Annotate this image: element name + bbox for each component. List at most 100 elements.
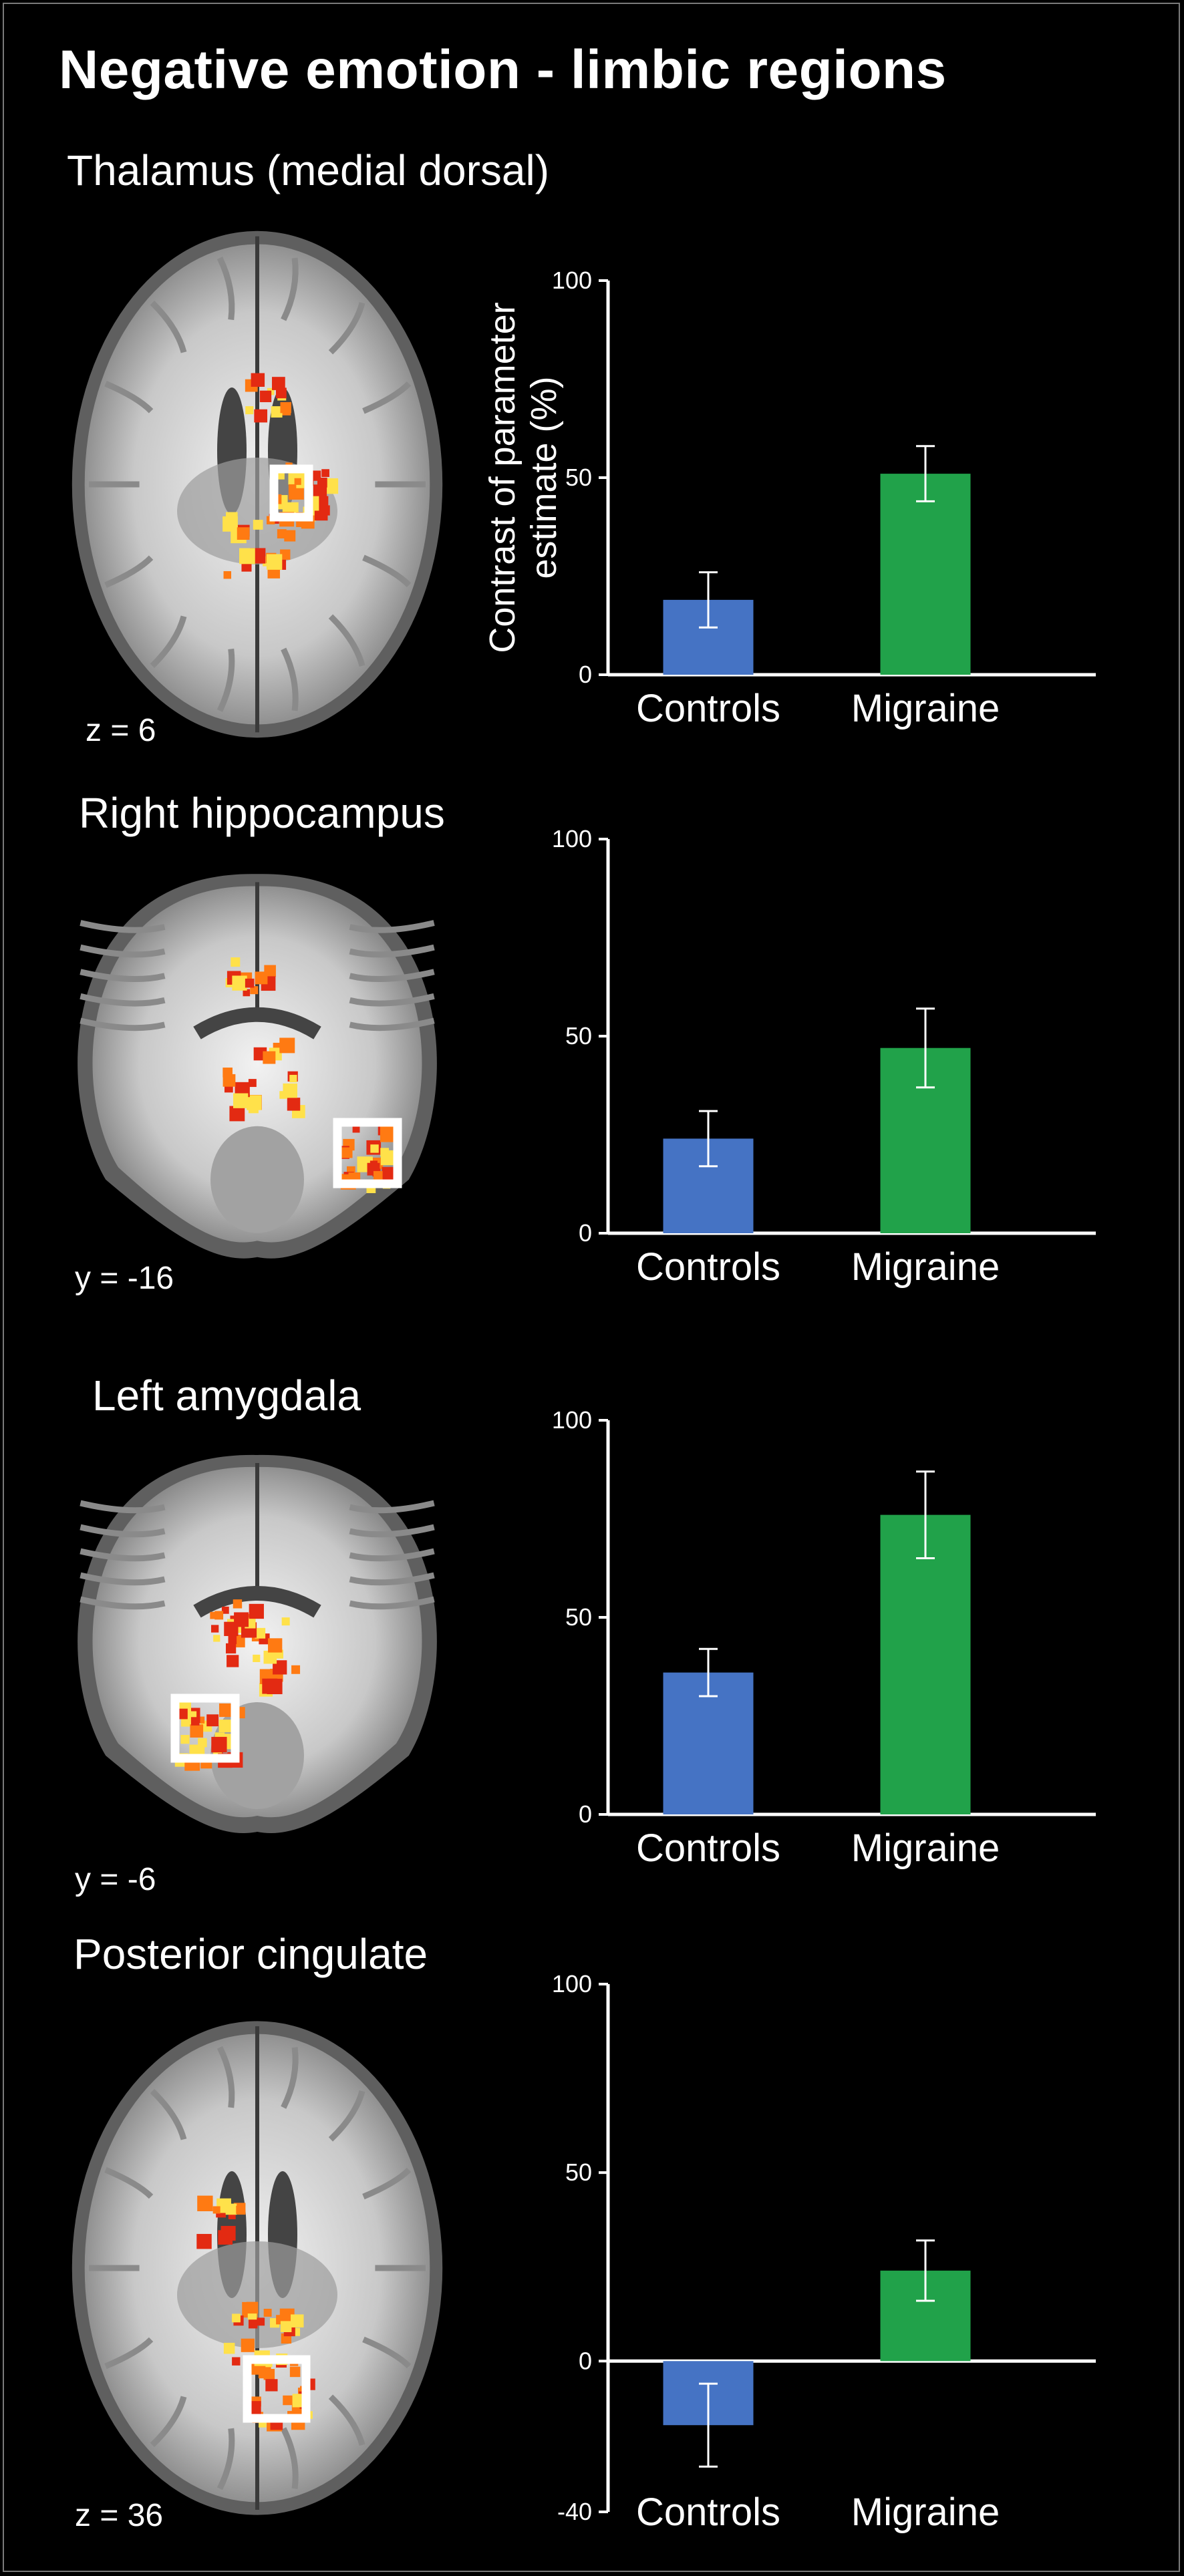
activation-voxel	[210, 1625, 219, 1633]
activation-voxel	[180, 1735, 190, 1744]
activation-voxel	[277, 529, 287, 538]
activation-voxel	[197, 1716, 205, 1724]
sulcus	[349, 1548, 435, 1562]
activation-voxel	[283, 2395, 293, 2406]
x-category-label: Controls	[636, 1826, 780, 1870]
y-tick-label: 50	[565, 1603, 592, 1631]
activation-voxel	[268, 1638, 283, 1653]
activation-voxel	[220, 2225, 236, 2241]
sulcus	[80, 1596, 166, 1610]
bar-chart-right-hippocampus: 0 50 100 Controls Migraine	[552, 825, 1096, 1289]
activation-voxel	[236, 2205, 245, 2214]
activation-voxel	[253, 1654, 261, 1662]
region-highlight-box	[333, 1118, 402, 1188]
sulcus	[216, 2428, 235, 2490]
activation-voxel	[232, 975, 247, 991]
brain-slice-posterior-cingulate	[71, 2021, 443, 2515]
bar-chart-thalamus: 0 50 100 Controls Migraine Contrast of parame…	[482, 267, 1096, 730]
region-highlight-box	[170, 1694, 240, 1763]
y-tick-label: -40	[557, 2498, 592, 2525]
activation-voxel	[275, 387, 287, 399]
sulcus	[349, 944, 435, 958]
activation-voxel	[250, 986, 259, 995]
y-tick-label: 50	[565, 2158, 592, 2186]
sulcus	[216, 648, 235, 712]
sulcus	[80, 1500, 166, 1514]
region-title-left-amygdala: Left amygdala	[92, 1372, 361, 1420]
sulcus	[328, 614, 365, 667]
sulcus	[150, 615, 187, 668]
sulcus	[216, 257, 235, 321]
activation-voxel	[291, 2314, 304, 2327]
sulcus	[328, 302, 365, 355]
activation-voxel	[249, 1603, 264, 1619]
sulcus	[281, 2427, 299, 2489]
activation-voxel	[245, 406, 254, 415]
activation-voxel	[254, 409, 268, 423]
activation-voxel	[258, 2366, 271, 2379]
activation-voxel	[228, 2212, 236, 2220]
y-tick-label: 100	[552, 267, 592, 294]
activation-voxel	[206, 1714, 219, 1727]
brain-slice-thalamus	[71, 230, 443, 738]
activation-voxel	[211, 1736, 227, 1753]
activation-voxel	[271, 377, 285, 390]
x-category-label: Controls	[636, 2490, 780, 2534]
y-tick-label: 50	[565, 464, 592, 491]
sulcus	[104, 2166, 154, 2199]
sulcus	[362, 554, 412, 588]
activation-voxel	[255, 1627, 266, 1639]
sulcus	[281, 647, 299, 711]
deep-grey-matter	[177, 2241, 337, 2348]
activation-voxel	[266, 554, 283, 570]
activation-voxel	[352, 1125, 360, 1133]
sulcus	[80, 1524, 166, 1538]
activation-voxel	[287, 1098, 301, 1111]
slice-coordinate-thalamus: z = 6	[86, 713, 156, 748]
activation-voxel	[257, 2317, 265, 2326]
sulcus	[150, 2396, 187, 2448]
region-highlight-box	[269, 464, 313, 522]
activation-voxel	[246, 2301, 259, 2314]
lateral-ventricles	[193, 1007, 321, 1039]
activation-voxel	[218, 1703, 233, 1718]
slice-coordinate-left-amygdala: y = -6	[75, 1862, 156, 1897]
bar-chart-left-amygdala: 0 50 100 Controls Migraine	[552, 1406, 1096, 1870]
sulcus	[80, 1572, 166, 1586]
sulcus	[349, 1596, 435, 1610]
slice-coordinate-posterior-cingulate: z = 36	[75, 2498, 164, 2533]
activation-voxel	[273, 1042, 281, 1050]
x-category-label: Migraine	[851, 2490, 1000, 2534]
sulcus	[104, 2337, 154, 2370]
y-tick-label: 100	[552, 1406, 592, 1434]
y-tick-label: 100	[552, 825, 592, 852]
brainstem	[210, 1126, 304, 1233]
bar-chart-posterior-cingulate: -40 0 50 100 Controls Migraine	[552, 1970, 1096, 2534]
activation-voxel	[313, 484, 327, 498]
activation-voxel	[231, 957, 241, 967]
brain-slice-right-hippocampus	[78, 874, 437, 1259]
activation-voxel	[247, 1095, 262, 1110]
y-tick-label: 0	[579, 1800, 592, 1828]
activation-voxel	[233, 1599, 243, 1609]
sulcus	[80, 969, 166, 982]
sulcus	[349, 993, 435, 1007]
sulcus	[80, 944, 166, 958]
sulcus	[281, 2047, 299, 2109]
activation-voxel	[228, 1635, 237, 1645]
activation-voxel	[380, 1126, 396, 1142]
activation-voxel	[223, 1074, 236, 1087]
bar-migraine	[880, 474, 971, 675]
activation-voxel	[284, 530, 296, 542]
sulcus	[150, 301, 187, 353]
slice-coordinate-right-hippocampus: y = -16	[75, 1261, 174, 1296]
sulcus	[349, 1500, 435, 1514]
activation-voxel	[190, 1717, 200, 1726]
sulcus	[362, 381, 412, 414]
sulcus	[281, 257, 299, 321]
y-tick-label: 50	[565, 1022, 592, 1050]
activation-voxel	[259, 390, 272, 403]
activation-voxel	[280, 2321, 292, 2332]
activation-voxel	[259, 2420, 267, 2428]
activation-voxel	[227, 1655, 239, 1667]
